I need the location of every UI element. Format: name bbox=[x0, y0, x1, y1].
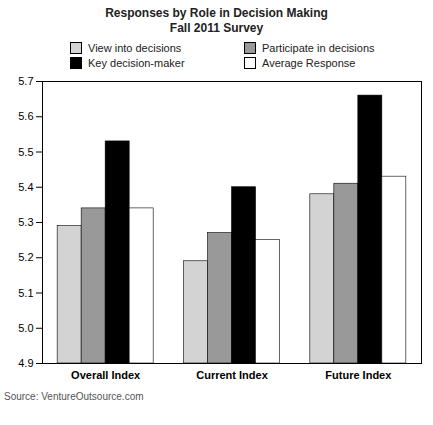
svg-text:5.1: 5.1 bbox=[18, 287, 33, 299]
svg-text:5.2: 5.2 bbox=[18, 251, 33, 263]
svg-text:Overall Index: Overall Index bbox=[71, 369, 141, 381]
svg-text:Future Index: Future Index bbox=[325, 369, 392, 381]
svg-text:5.6: 5.6 bbox=[18, 110, 33, 122]
svg-text:5.5: 5.5 bbox=[18, 146, 33, 158]
html-text:View into decisions: View into decisions bbox=[88, 42, 182, 54]
html-text:Fall 2011 Survey: Fall 2011 Survey bbox=[169, 21, 264, 35]
svg-text:4.9: 4.9 bbox=[18, 357, 33, 369]
svg-text:5.3: 5.3 bbox=[18, 216, 33, 228]
html-text:Average Response: Average Response bbox=[262, 57, 356, 69]
svg-text:5.7: 5.7 bbox=[18, 75, 33, 87]
svg-text:5.0: 5.0 bbox=[18, 322, 33, 334]
html-text:Participate in decisions: Participate in decisions bbox=[262, 42, 375, 54]
html-text:Source: VentureOutsource.com: Source: VentureOutsource.com bbox=[4, 391, 144, 402]
svg-text:5.4: 5.4 bbox=[18, 181, 33, 193]
html-text:Key decision-maker: Key decision-maker bbox=[88, 57, 185, 69]
html-text:Responses by Role in Decision: Responses by Role in Decision Making bbox=[105, 6, 328, 20]
svg-text:Current Index: Current Index bbox=[196, 369, 268, 381]
